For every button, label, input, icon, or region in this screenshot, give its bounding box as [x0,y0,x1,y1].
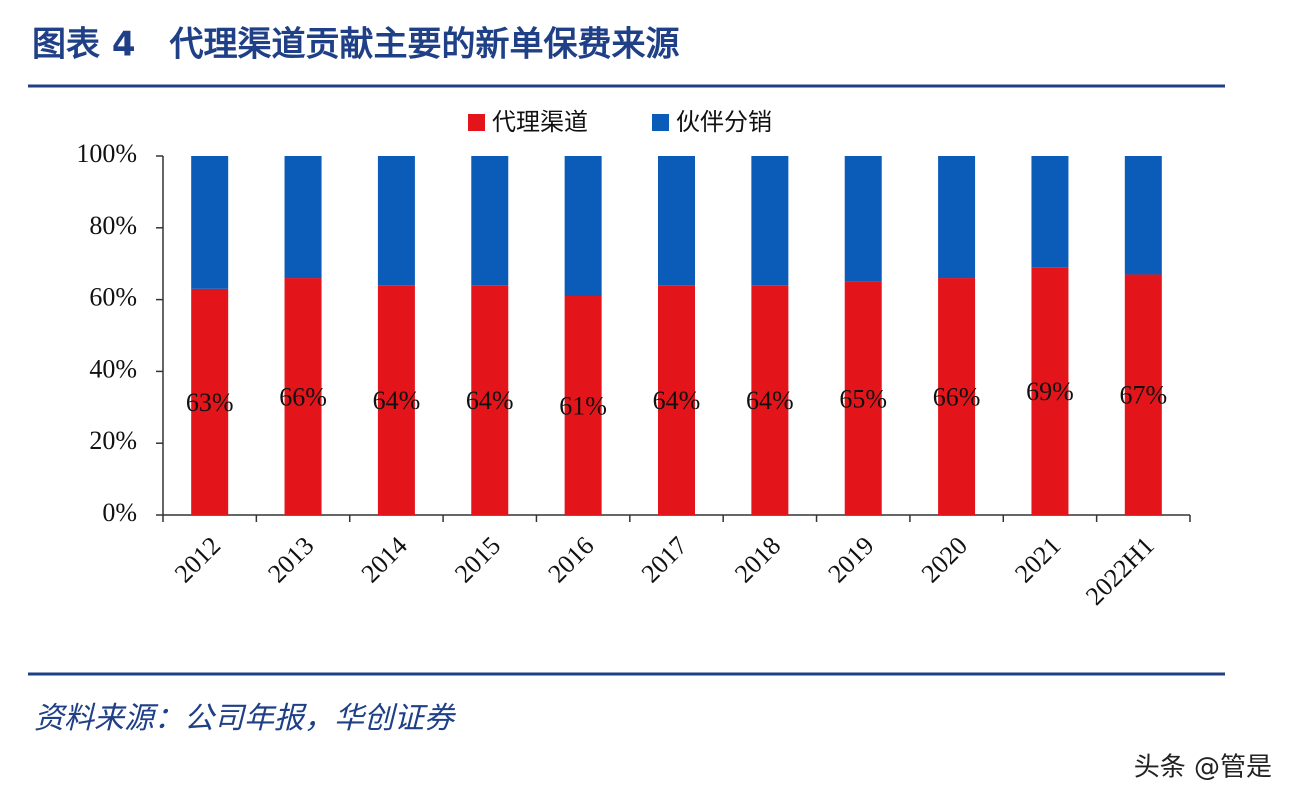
bar-segment [1031,267,1069,515]
data-label: 67% [1119,381,1167,410]
data-label: 65% [839,384,887,413]
bar-segment [377,156,415,286]
legend-label: 代理渠道 [492,108,588,136]
legend-swatch [468,114,485,131]
data-label: 61% [559,391,607,420]
x-tick-label: 2017 [636,531,693,588]
x-tick-label: 2013 [262,531,319,588]
y-tick-label: 0% [102,498,137,527]
bar-segment [471,285,509,515]
x-tick-label: 2018 [729,531,786,588]
x-tick-label: 2022H1 [1080,531,1160,611]
data-label: 69% [1026,377,1074,406]
bar-segment [284,156,322,279]
data-label: 63% [186,388,234,417]
bar-segment [377,285,415,515]
y-tick-label: 60% [89,283,137,312]
x-tick-label: 2020 [916,531,973,588]
source: 资料来源：公司年报，华创证券 [34,701,456,736]
y-tick-label: 80% [89,211,137,240]
watermark: 头条 @管是 [1134,753,1272,783]
data-label: 66% [933,382,981,411]
data-label: 66% [279,382,327,411]
chart-title: 图表 4 代理渠道贡献主要的新单保费来源 [32,25,680,65]
legend-label: 伙伴分销 [676,108,772,136]
x-tick-label: 2021 [1009,531,1066,588]
bar-segment [1124,156,1162,275]
bar-segment [844,281,882,515]
y-tick-label: 20% [89,426,137,455]
x-tick-label: 2014 [356,531,413,588]
legend-swatch [652,114,669,131]
bar-segment [658,285,695,515]
x-tick-label: 2019 [822,531,879,588]
x-tick-label: 2015 [449,531,506,588]
bar-segment [564,156,602,297]
bar-segment [751,285,789,515]
bar-segment [844,156,882,282]
x-tick-label: 2016 [542,531,599,588]
bar-segment [191,288,229,515]
bar-segment [1124,274,1162,515]
bar-segment [938,156,976,279]
bar-segment [191,156,229,289]
y-tick-label: 100% [76,139,137,168]
bar-segment [751,156,789,286]
data-label: 64% [373,386,421,415]
bar-segment [284,278,322,515]
data-label: 64% [653,386,701,415]
data-label: 64% [466,386,514,415]
data-label: 64% [746,386,794,415]
bar-segment [471,156,509,286]
bar-segment [564,296,602,515]
bar-segment [1031,156,1069,268]
bar-segment [658,156,695,286]
bar-segment [938,278,976,515]
y-tick-label: 40% [89,354,137,383]
x-tick-label: 2012 [169,531,226,588]
